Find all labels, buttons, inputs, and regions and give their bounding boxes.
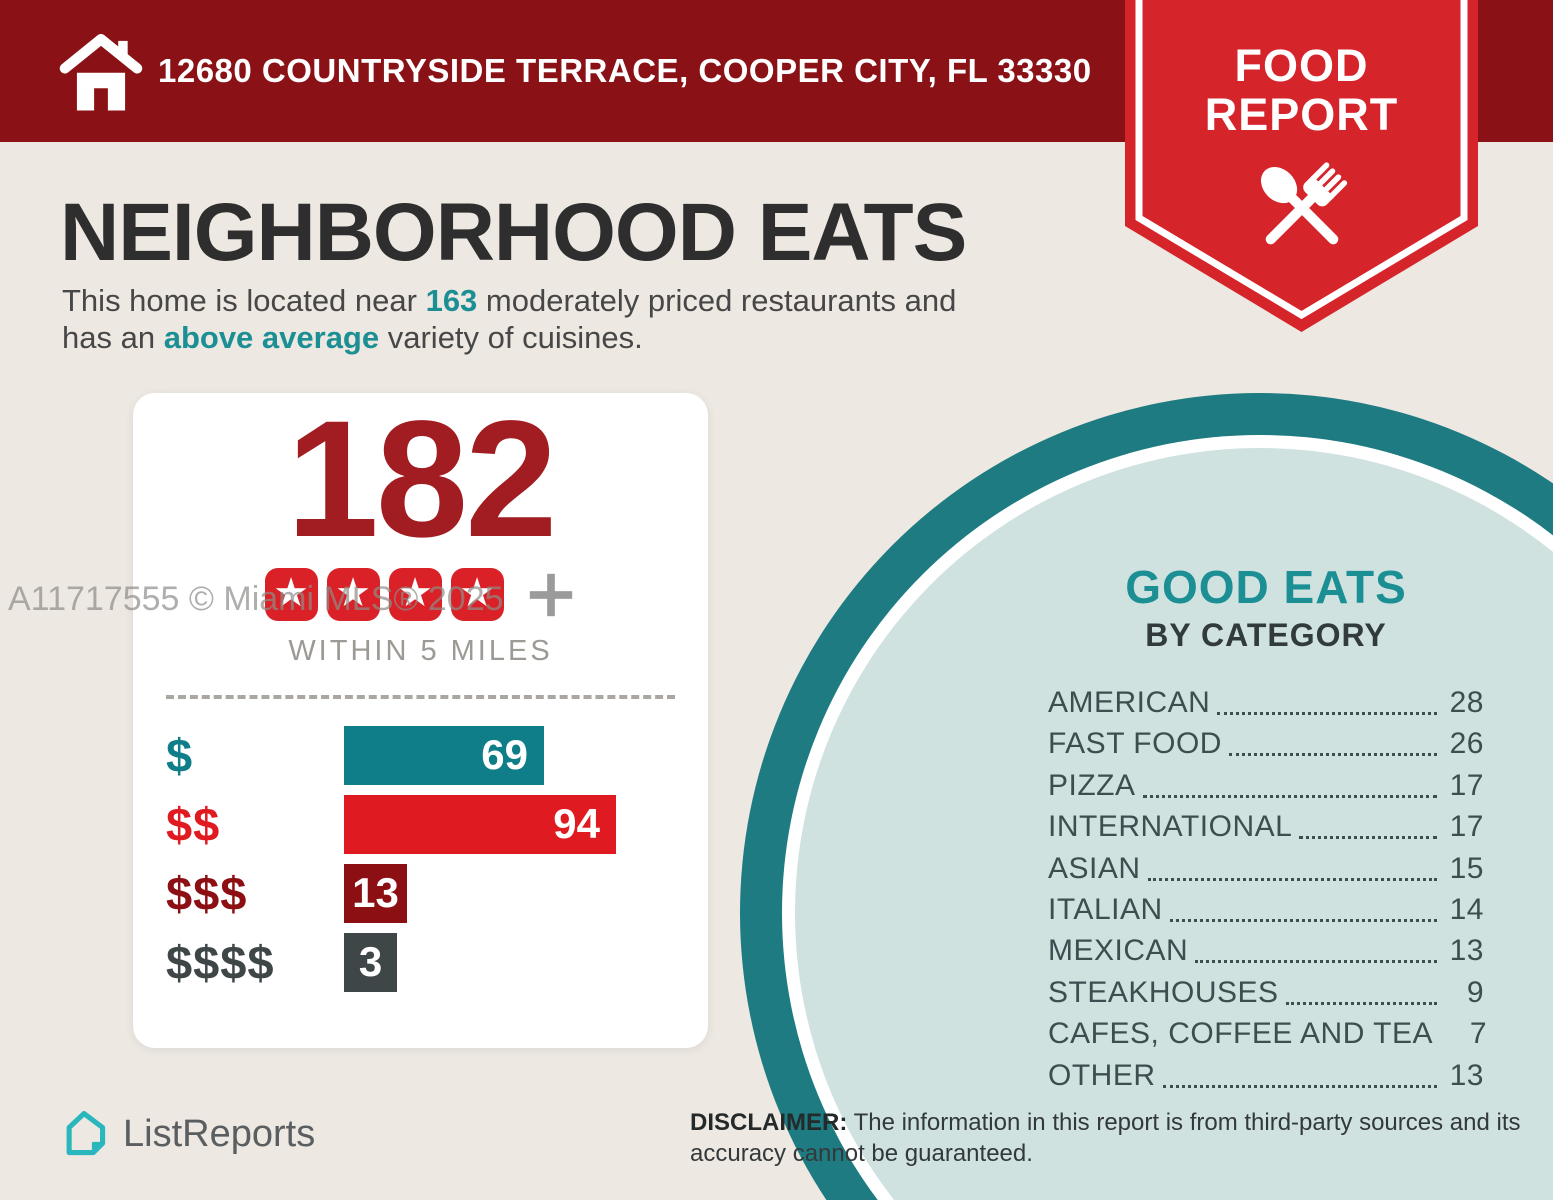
plus-icon bbox=[529, 573, 572, 616]
category-value: 26 bbox=[1449, 727, 1484, 761]
price-bar: 94 bbox=[344, 794, 616, 854]
price-bar-row: $ 69 bbox=[166, 725, 708, 785]
disclaimer-label: DISCLAIMER: bbox=[690, 1109, 848, 1136]
star-icon: ★ bbox=[450, 568, 504, 622]
disclaimer: DISCLAIMER: The information in this repo… bbox=[690, 1108, 1522, 1169]
listreports-logo: ListReports bbox=[58, 1108, 315, 1160]
category-label: MEXICAN bbox=[1048, 934, 1189, 968]
price-bar: 13 bbox=[344, 863, 407, 923]
category-value: 7 bbox=[1469, 1017, 1488, 1051]
category-value: 14 bbox=[1449, 892, 1484, 926]
category-label: INTERNATIONAL bbox=[1048, 810, 1293, 844]
dotted-leader bbox=[1299, 806, 1437, 840]
price-bar: 69 bbox=[344, 725, 544, 785]
category-value: 13 bbox=[1449, 1058, 1484, 1092]
price-level-bar-chart: $ 69 $$ 94 $$$ 13 $$$$ 3 bbox=[166, 725, 708, 992]
category-label: ASIAN bbox=[1048, 851, 1141, 885]
category-value: 9 bbox=[1466, 975, 1484, 1009]
category-label: AMERICAN bbox=[1048, 686, 1211, 719]
star-icon: ★ bbox=[326, 568, 380, 622]
good-eats-title: GOOD EATS bbox=[1125, 561, 1407, 613]
star-icon: ★ bbox=[388, 568, 442, 622]
price-tier-label: $$ bbox=[166, 797, 221, 851]
spoon-fork-icon bbox=[1260, 162, 1347, 245]
category-row: ASIAN 15 bbox=[1048, 848, 1484, 889]
ribbon-title-line2: REPORT bbox=[1204, 88, 1399, 140]
category-row: ITALIAN 14 bbox=[1048, 889, 1484, 930]
home-icon bbox=[59, 34, 143, 111]
price-tier-label: $$$$ bbox=[166, 935, 275, 989]
listreports-icon bbox=[66, 1111, 106, 1156]
category-value: 28 bbox=[1449, 686, 1484, 719]
mls-watermark: A11717555 © Miami MLS® 2025 bbox=[8, 580, 504, 618]
category-row: OTHER 13 bbox=[1048, 1055, 1484, 1096]
category-value: 15 bbox=[1449, 851, 1484, 885]
good-eats-list: AMERICAN 28 FAST FOOD 26 PIZZA 17 INTERNATI… bbox=[1048, 682, 1488, 1096]
category-row: FAST FOOD 26 bbox=[1048, 723, 1484, 764]
dotted-leader bbox=[1195, 930, 1437, 964]
bar-value: 69 bbox=[481, 731, 528, 779]
page-title: NEIGHBORHOOD EATS bbox=[60, 187, 967, 278]
page-subtitle: This home is located near 163 moderately… bbox=[62, 283, 956, 356]
property-address: 12680 COUNTRYSIDE TERRACE, COOPER CITY, … bbox=[158, 52, 1092, 89]
category-row: INTERNATIONAL 17 bbox=[1048, 806, 1484, 847]
brand-name: ListReports bbox=[123, 1112, 316, 1155]
dotted-leader bbox=[1142, 765, 1437, 798]
radius-label: WITHIN 5 MILES bbox=[288, 634, 553, 667]
category-label: PIZZA bbox=[1048, 768, 1136, 802]
good-eats-panel: GOOD EATS BY CATEGORY AMERICAN 28 FAST FO… bbox=[1048, 560, 1488, 1096]
subtitle-text: This home is located near bbox=[62, 283, 426, 318]
subtitle-text: has an bbox=[62, 319, 164, 355]
bar-value: 94 bbox=[553, 800, 600, 848]
bar-value: 3 bbox=[358, 938, 383, 986]
category-label: FAST FOOD bbox=[1048, 727, 1222, 761]
disclaimer-text: The information in this report is from t… bbox=[690, 1109, 1521, 1167]
dotted-leader bbox=[1217, 682, 1437, 715]
subtitle-text: moderately priced restaurants and bbox=[477, 283, 957, 318]
category-row: STEAKHOUSES 9 bbox=[1048, 972, 1484, 1013]
restaurant-count: 182 bbox=[286, 387, 558, 572]
restaurant-count-highlight: 163 bbox=[425, 283, 478, 318]
category-value: 13 bbox=[1449, 934, 1484, 968]
price-bar: 3 bbox=[344, 932, 397, 992]
bar-value: 13 bbox=[352, 869, 399, 917]
category-row: PIZZA 17 bbox=[1048, 765, 1484, 806]
category-row: CAFES, COFFEE AND TEA 7 bbox=[1048, 1013, 1488, 1054]
price-bar-row: $$$ 13 bbox=[166, 863, 708, 923]
ribbon-title-line1: FOOD bbox=[1234, 40, 1369, 91]
good-eats-subtitle: BY CATEGORY bbox=[1145, 617, 1387, 653]
category-label: OTHER bbox=[1048, 1058, 1156, 1092]
price-bar-row: $$ 94 bbox=[166, 794, 708, 854]
dashed-divider bbox=[166, 694, 675, 699]
dotted-leader bbox=[1285, 972, 1437, 1005]
category-value: 17 bbox=[1449, 768, 1484, 802]
food-report-ribbon: FOOD REPORT bbox=[1125, 0, 1478, 340]
dotted-leader bbox=[1169, 889, 1437, 922]
dotted-leader bbox=[1147, 848, 1437, 881]
restaurant-count-card: 182 ★ ★ ★ ★ WITHIN 5 MILES $ 69 $$ 94 $$… bbox=[133, 393, 708, 1048]
star-icon: ★ bbox=[264, 568, 318, 622]
price-bar-row: $$$$ 3 bbox=[166, 932, 708, 992]
category-value: 17 bbox=[1449, 810, 1484, 844]
price-tier-label: $ bbox=[166, 728, 194, 782]
rating-row: ★ ★ ★ ★ bbox=[133, 567, 708, 623]
category-label: CAFES, COFFEE AND TEA bbox=[1048, 1017, 1434, 1051]
variety-highlight: above average bbox=[163, 319, 380, 355]
price-tier-label: $$$ bbox=[166, 866, 248, 920]
subtitle-text: variety of cuisines. bbox=[379, 319, 643, 355]
dotted-leader bbox=[1162, 1055, 1437, 1088]
ribbon-title: FOOD REPORT bbox=[1125, 40, 1478, 140]
ribbon-banner-shape bbox=[1125, 0, 1478, 332]
category-label: STEAKHOUSES bbox=[1048, 975, 1279, 1009]
category-label: ITALIAN bbox=[1048, 892, 1163, 926]
category-row: MEXICAN 13 bbox=[1048, 930, 1484, 971]
dotted-leader bbox=[1228, 723, 1437, 757]
category-row: AMERICAN 28 bbox=[1048, 682, 1484, 723]
